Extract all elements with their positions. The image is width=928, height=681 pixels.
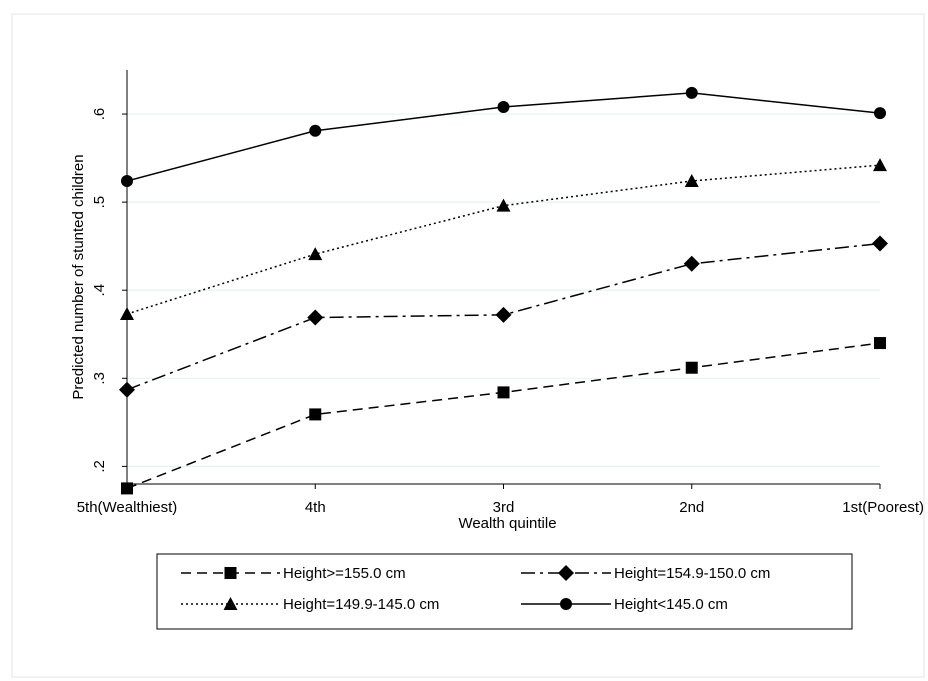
x-axis-label: Wealth quintile <box>458 515 556 532</box>
series-1 <box>121 337 886 495</box>
y-tick-label: .5 <box>91 196 108 209</box>
data-point <box>497 100 510 113</box>
figure-border <box>11 13 925 678</box>
data-point <box>685 86 698 99</box>
data-point <box>874 107 886 120</box>
x-tick-label: 3rd <box>493 499 515 516</box>
x-tick-label: 2nd <box>679 499 704 516</box>
data-point <box>308 247 323 261</box>
data-point <box>872 235 888 252</box>
data-point <box>121 482 133 495</box>
series-3 <box>120 158 887 320</box>
legend-entry: Height=154.9-150.0 cm <box>521 565 770 582</box>
legend: Height>=155.0 cm Height=154.9-150.0 cm Hei… <box>156 553 853 630</box>
legend-entry: Height<145.0 cm <box>521 596 728 613</box>
grid <box>127 113 880 467</box>
y-tick-label: .6 <box>91 108 108 121</box>
x-tick-label: 4th <box>305 499 326 516</box>
data-point <box>496 198 511 212</box>
legend-label: Height<145.0 cm <box>614 596 728 613</box>
x-ticks: 5th(Wealthiest) 4th 3rd 2nd 1st(Poorest) <box>77 484 924 516</box>
legend-marker <box>560 598 572 610</box>
x-tick-label: 5th(Wealthiest) <box>77 499 178 516</box>
y-ticks: .2 .3 .4 .5 .6 <box>91 108 127 473</box>
legend-box <box>156 553 853 630</box>
y-tick-label: .3 <box>91 372 108 385</box>
series-4 <box>121 86 886 187</box>
series-2 <box>119 235 888 398</box>
legend-label: Height>=155.0 cm <box>283 565 406 582</box>
data-point <box>685 361 698 374</box>
data-point <box>120 306 134 320</box>
series <box>119 86 888 495</box>
data-point <box>309 124 322 137</box>
data-point <box>309 408 322 421</box>
y-tick-label: .2 <box>91 460 108 473</box>
data-point <box>874 337 886 350</box>
legend-entry: Height>=155.0 cm <box>181 565 406 582</box>
legend-marker <box>558 565 574 581</box>
data-point <box>684 173 699 187</box>
data-point <box>873 158 887 172</box>
data-point <box>119 381 135 398</box>
data-point <box>307 309 324 326</box>
y-tick-label: .4 <box>91 284 108 297</box>
data-point <box>495 306 512 323</box>
data-point <box>497 386 510 399</box>
legend-marker <box>224 567 237 579</box>
y-axis-label: Predicted number of stunted children <box>70 154 87 399</box>
legend-entry: Height=149.9-145.0 cm <box>181 596 439 613</box>
legend-label: Height=149.9-145.0 cm <box>283 596 439 613</box>
legend-label: Height=154.9-150.0 cm <box>614 565 770 582</box>
legend-marker <box>223 597 238 610</box>
data-point <box>683 255 700 272</box>
data-point <box>121 174 133 187</box>
x-tick-label: 1st(Poorest) <box>842 499 924 516</box>
